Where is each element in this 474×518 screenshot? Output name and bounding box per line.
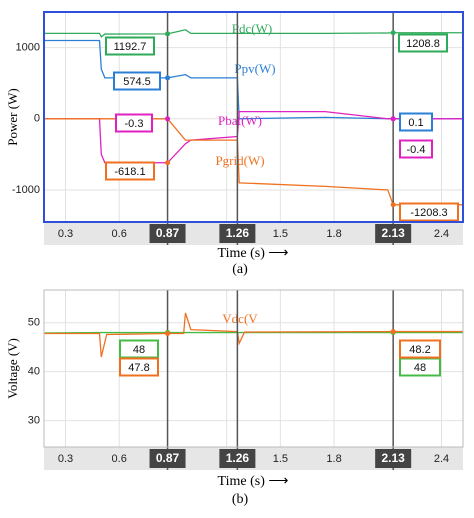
x-tick-label: 1.5	[273, 453, 288, 465]
readout-label: 48	[414, 362, 426, 374]
caption: (b)	[232, 492, 249, 507]
readout-label: 48.2	[409, 344, 430, 356]
series-label: Ppv(W)	[234, 61, 275, 76]
x-tick-label: 0.6	[112, 228, 127, 240]
cursor-label: 1.26	[226, 226, 250, 240]
cursor-dot	[165, 116, 170, 121]
cursor-dot	[391, 202, 396, 207]
x-tick-label: 2.4	[434, 228, 449, 240]
x-axis-label: Time (s) ⟶	[218, 474, 289, 489]
readout-label: 47.8	[128, 362, 149, 374]
readout-label: -0.3	[125, 118, 144, 130]
cursor-dot	[165, 75, 170, 80]
readout-label: 0.1	[408, 117, 423, 129]
x-tick-label: 0.3	[58, 453, 73, 465]
cursor-label: 2.13	[381, 451, 405, 465]
series-label: Pbat(W)	[218, 113, 262, 128]
readout-label: 48	[133, 344, 145, 356]
series-label: Vdc(V	[222, 311, 258, 326]
y-tick-label: 0	[34, 113, 40, 125]
x-axis-label: Time (s) ⟶	[218, 246, 289, 261]
cursor-label: 0.87	[156, 451, 180, 465]
readout-label: -1208.3	[410, 207, 447, 219]
x-tick-label: 2.4	[434, 453, 449, 465]
x-tick-label: 1.8	[326, 453, 341, 465]
readout-label: 1208.8	[406, 38, 440, 50]
cursor-label: 1.26	[226, 451, 250, 465]
cursor-label: 2.13	[381, 226, 405, 240]
cursor-label: 0.87	[156, 226, 180, 240]
cursor-dot	[391, 329, 396, 334]
cursor-dot	[165, 331, 170, 336]
x-tick-label: 1.8	[326, 228, 341, 240]
readout-label: 574.5	[123, 76, 151, 88]
y-axis-label: Power (W)	[5, 88, 20, 145]
y-axis-label: Voltage (V)	[5, 338, 20, 399]
y-tick-label: 50	[28, 317, 40, 329]
y-tick-label: -1000	[12, 184, 40, 196]
series-label: Pgrid(W)	[215, 153, 264, 168]
x-tick-label: 1.5	[273, 228, 288, 240]
y-tick-label: 1000	[16, 41, 40, 53]
cursor-dot	[165, 160, 170, 165]
readout-label: 1192.7	[114, 41, 147, 53]
cursor-dot	[165, 31, 170, 36]
y-tick-label: 30	[28, 414, 40, 426]
readout-label: -618.1	[114, 166, 145, 178]
cursor-dot	[391, 30, 396, 35]
y-tick-label: 40	[28, 366, 40, 378]
readout-label: -0.4	[407, 144, 426, 156]
caption: (a)	[232, 262, 248, 277]
x-tick-label: 0.3	[58, 228, 73, 240]
x-tick-label: 0.6	[112, 453, 127, 465]
cursor-dot	[391, 116, 396, 121]
